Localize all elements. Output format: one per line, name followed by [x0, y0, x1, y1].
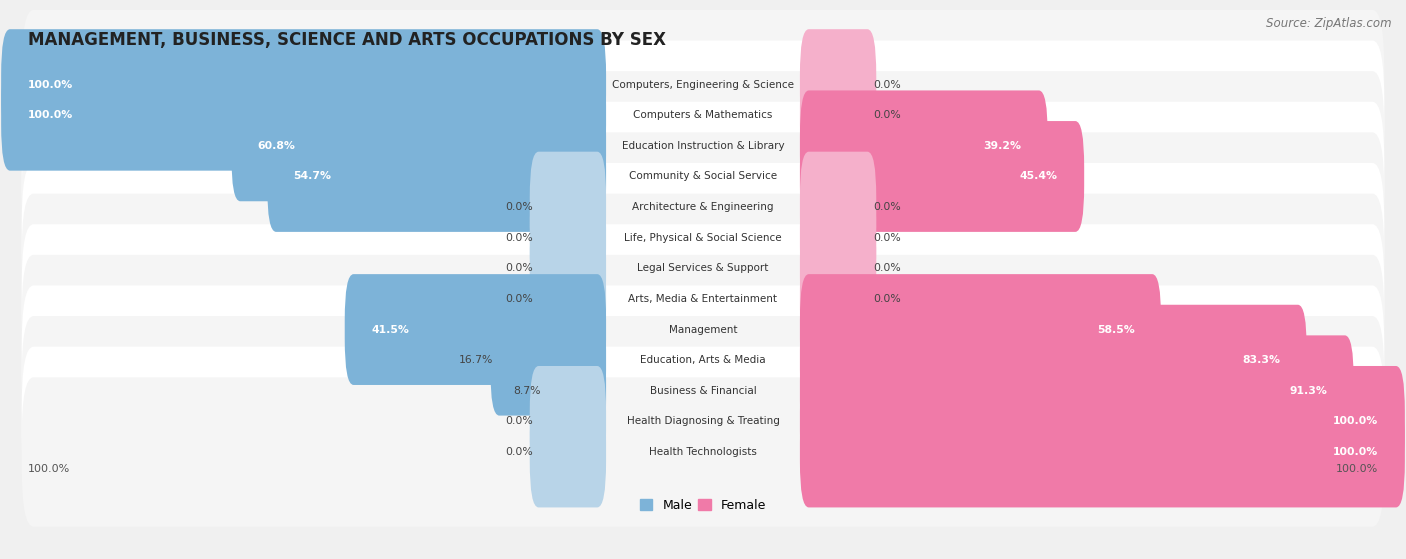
FancyBboxPatch shape	[21, 102, 1385, 251]
FancyBboxPatch shape	[21, 193, 1385, 343]
Legend: Male, Female: Male, Female	[636, 494, 770, 517]
Text: Management: Management	[669, 325, 737, 334]
FancyBboxPatch shape	[21, 255, 1385, 404]
FancyBboxPatch shape	[21, 41, 1385, 190]
Text: 83.3%: 83.3%	[1243, 355, 1281, 365]
FancyBboxPatch shape	[530, 182, 606, 293]
Text: 100.0%: 100.0%	[1333, 416, 1378, 427]
FancyBboxPatch shape	[800, 29, 876, 140]
Text: Health Technologists: Health Technologists	[650, 447, 756, 457]
Text: Health Diagnosing & Treating: Health Diagnosing & Treating	[627, 416, 779, 427]
FancyBboxPatch shape	[537, 335, 606, 446]
FancyBboxPatch shape	[1, 29, 606, 140]
FancyBboxPatch shape	[800, 366, 1405, 477]
FancyBboxPatch shape	[491, 305, 606, 415]
FancyBboxPatch shape	[344, 274, 606, 385]
FancyBboxPatch shape	[21, 132, 1385, 282]
FancyBboxPatch shape	[21, 347, 1385, 496]
Text: MANAGEMENT, BUSINESS, SCIENCE AND ARTS OCCUPATIONS BY SEX: MANAGEMENT, BUSINESS, SCIENCE AND ARTS O…	[28, 31, 665, 49]
FancyBboxPatch shape	[800, 335, 1354, 446]
FancyBboxPatch shape	[21, 10, 1385, 159]
FancyBboxPatch shape	[800, 182, 876, 293]
Text: 0.0%: 0.0%	[873, 202, 901, 212]
FancyBboxPatch shape	[800, 151, 876, 263]
Text: 0.0%: 0.0%	[873, 110, 901, 120]
Text: 8.7%: 8.7%	[513, 386, 540, 396]
FancyBboxPatch shape	[800, 244, 876, 354]
FancyBboxPatch shape	[530, 213, 606, 324]
Text: 100.0%: 100.0%	[1336, 464, 1378, 474]
FancyBboxPatch shape	[21, 377, 1385, 527]
Text: 0.0%: 0.0%	[873, 79, 901, 89]
FancyBboxPatch shape	[21, 224, 1385, 373]
Text: 0.0%: 0.0%	[505, 447, 533, 457]
Text: 0.0%: 0.0%	[505, 202, 533, 212]
Text: 16.7%: 16.7%	[458, 355, 494, 365]
Text: Arts, Media & Entertainment: Arts, Media & Entertainment	[628, 294, 778, 304]
Text: Education, Arts & Media: Education, Arts & Media	[640, 355, 766, 365]
FancyBboxPatch shape	[21, 163, 1385, 312]
FancyBboxPatch shape	[530, 151, 606, 263]
Text: 0.0%: 0.0%	[873, 294, 901, 304]
FancyBboxPatch shape	[21, 286, 1385, 435]
FancyBboxPatch shape	[800, 213, 876, 324]
FancyBboxPatch shape	[232, 91, 606, 201]
FancyBboxPatch shape	[530, 366, 606, 477]
Text: 0.0%: 0.0%	[505, 294, 533, 304]
Text: 39.2%: 39.2%	[983, 141, 1021, 151]
Text: Education Instruction & Library: Education Instruction & Library	[621, 141, 785, 151]
Text: 54.7%: 54.7%	[294, 172, 332, 182]
Text: 0.0%: 0.0%	[873, 233, 901, 243]
Text: Computers & Mathematics: Computers & Mathematics	[633, 110, 773, 120]
Text: 100.0%: 100.0%	[28, 79, 73, 89]
Text: 41.5%: 41.5%	[371, 325, 409, 334]
FancyBboxPatch shape	[21, 71, 1385, 221]
Text: 100.0%: 100.0%	[28, 110, 73, 120]
FancyBboxPatch shape	[800, 305, 1306, 415]
FancyBboxPatch shape	[800, 274, 1161, 385]
Text: 100.0%: 100.0%	[1333, 447, 1378, 457]
Text: Computers, Engineering & Science: Computers, Engineering & Science	[612, 79, 794, 89]
Text: 0.0%: 0.0%	[505, 263, 533, 273]
Text: Community & Social Service: Community & Social Service	[628, 172, 778, 182]
FancyBboxPatch shape	[530, 244, 606, 354]
Text: 45.4%: 45.4%	[1019, 172, 1057, 182]
FancyBboxPatch shape	[800, 91, 1047, 201]
FancyBboxPatch shape	[800, 121, 1084, 232]
FancyBboxPatch shape	[530, 396, 606, 508]
Text: Architecture & Engineering: Architecture & Engineering	[633, 202, 773, 212]
Text: Life, Physical & Social Science: Life, Physical & Social Science	[624, 233, 782, 243]
Text: 0.0%: 0.0%	[873, 263, 901, 273]
Text: Business & Financial: Business & Financial	[650, 386, 756, 396]
Text: 91.3%: 91.3%	[1289, 386, 1327, 396]
Text: 100.0%: 100.0%	[28, 464, 70, 474]
FancyBboxPatch shape	[21, 316, 1385, 466]
Text: 0.0%: 0.0%	[505, 233, 533, 243]
FancyBboxPatch shape	[800, 396, 1405, 508]
FancyBboxPatch shape	[800, 60, 876, 170]
FancyBboxPatch shape	[267, 121, 606, 232]
Text: 0.0%: 0.0%	[505, 416, 533, 427]
Text: 60.8%: 60.8%	[257, 141, 295, 151]
Text: 58.5%: 58.5%	[1097, 325, 1135, 334]
Text: Legal Services & Support: Legal Services & Support	[637, 263, 769, 273]
FancyBboxPatch shape	[1, 60, 606, 170]
Text: Source: ZipAtlas.com: Source: ZipAtlas.com	[1267, 17, 1392, 30]
